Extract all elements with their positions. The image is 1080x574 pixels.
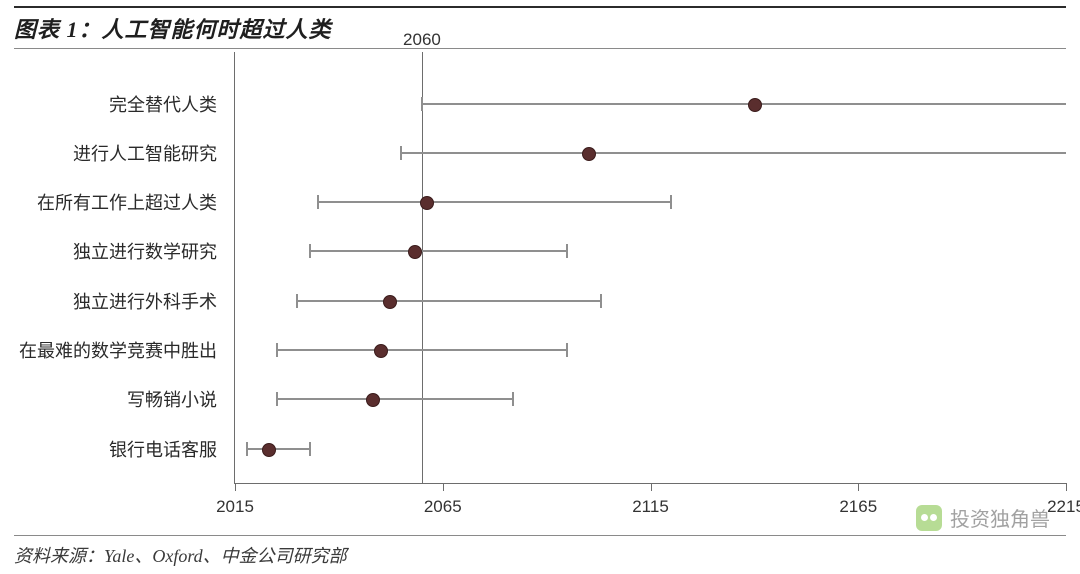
range-cap (309, 244, 311, 258)
x-tick-label: 2065 (424, 497, 462, 517)
x-tick (651, 483, 652, 491)
source-text: 资料来源：Yale、Oxford、中金公司研究部 (14, 546, 347, 566)
chart-area: 201520652115216522152060完全替代人类进行人工智能研究在所… (14, 48, 1066, 534)
figure-container: 图表 1：人工智能何时超过人类 201520652115216522152060… (0, 0, 1080, 574)
range-cap (309, 442, 311, 456)
x-tick (858, 483, 859, 491)
range-whisker (401, 152, 1066, 154)
range-cap (276, 392, 278, 406)
estimate-point (408, 245, 422, 259)
watermark-text: 投资独角兽 (950, 503, 1050, 532)
task-label: 写畅销小说 (127, 386, 235, 412)
x-tick-label: 2115 (632, 497, 669, 517)
plot-region: 201520652115216522152060完全替代人类进行人工智能研究在所… (234, 52, 1066, 484)
task-label: 进行人工智能研究 (73, 140, 235, 166)
range-whisker (277, 349, 568, 351)
source-bar: 资料来源：Yale、Oxford、中金公司研究部 (14, 535, 1066, 568)
task-label: 在最难的数学竞赛中胜出 (19, 337, 235, 363)
reference-line (422, 52, 423, 483)
reference-line-label: 2060 (403, 30, 441, 50)
range-whisker (247, 448, 309, 450)
task-label: 在所有工作上超过人类 (37, 189, 235, 215)
watermark: 投资独角兽 (916, 503, 1050, 532)
estimate-point (374, 344, 388, 358)
range-cap (276, 343, 278, 357)
range-cap (600, 294, 602, 308)
range-cap (296, 294, 298, 308)
task-label: 银行电话客服 (109, 436, 235, 462)
x-tick-label: 2215 (1047, 497, 1080, 517)
range-cap (400, 146, 402, 160)
chart-title: 图表 1：人工智能何时超过人类 (14, 12, 332, 44)
title-bar: 图表 1：人工智能何时超过人类 (14, 6, 1066, 49)
x-tick-label: 2015 (216, 497, 254, 517)
task-label: 完全替代人类 (109, 91, 235, 117)
estimate-point (582, 147, 596, 161)
task-label: 独立进行数学研究 (73, 238, 235, 264)
range-cap (512, 392, 514, 406)
range-whisker (297, 300, 600, 302)
range-whisker (318, 201, 671, 203)
range-cap (566, 244, 568, 258)
range-cap (246, 442, 248, 456)
estimate-point (748, 98, 762, 112)
range-whisker (310, 250, 568, 252)
estimate-point (383, 295, 397, 309)
range-cap (566, 343, 568, 357)
estimate-point (420, 196, 434, 210)
x-tick (235, 483, 236, 491)
estimate-point (262, 443, 276, 457)
x-tick (1066, 483, 1067, 491)
range-cap (317, 195, 319, 209)
range-whisker (422, 103, 1066, 105)
range-cap (421, 97, 423, 111)
task-label: 独立进行外科手术 (73, 288, 235, 314)
estimate-point (366, 393, 380, 407)
range-cap (670, 195, 672, 209)
range-whisker (277, 398, 514, 400)
wechat-icon (916, 505, 942, 531)
x-tick-label: 2165 (839, 497, 877, 517)
x-tick (443, 483, 444, 491)
